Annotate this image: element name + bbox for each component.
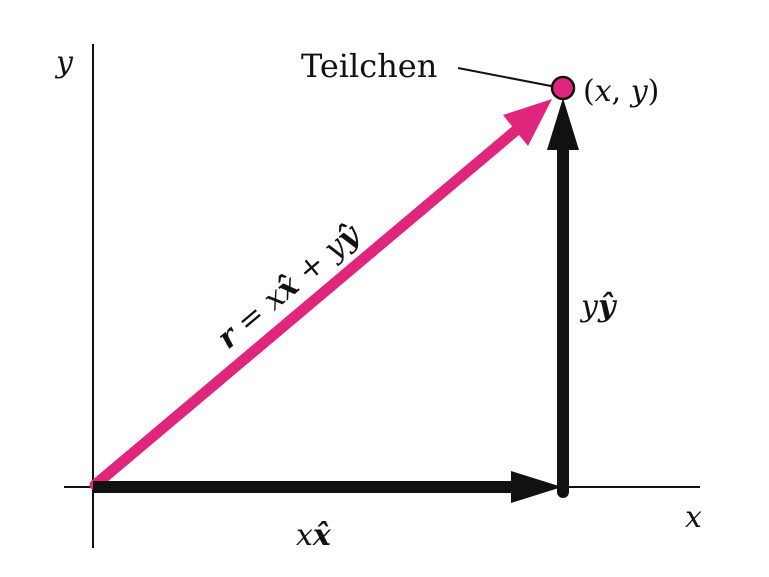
particle-leader-line <box>457 67 552 87</box>
x-component-arrowhead <box>511 471 562 503</box>
position-vector-equation: r = xx̂ + yŷ <box>211 216 368 356</box>
x-axis-label: x <box>685 500 702 535</box>
y-axis-label: y <box>54 45 74 80</box>
y-component-label: yŷ <box>579 289 618 324</box>
x-component-vector <box>93 471 562 503</box>
particle-dot <box>550 75 576 101</box>
particle-coordinates: (x, y) <box>583 74 659 109</box>
y-component-arrowhead <box>547 98 579 150</box>
y-component-vector <box>547 98 579 498</box>
particle-label: Teilchen <box>301 47 437 85</box>
position-vector-arrowhead <box>503 99 552 146</box>
x-component-label: xx̂ <box>296 518 332 553</box>
position-vector <box>89 99 552 491</box>
